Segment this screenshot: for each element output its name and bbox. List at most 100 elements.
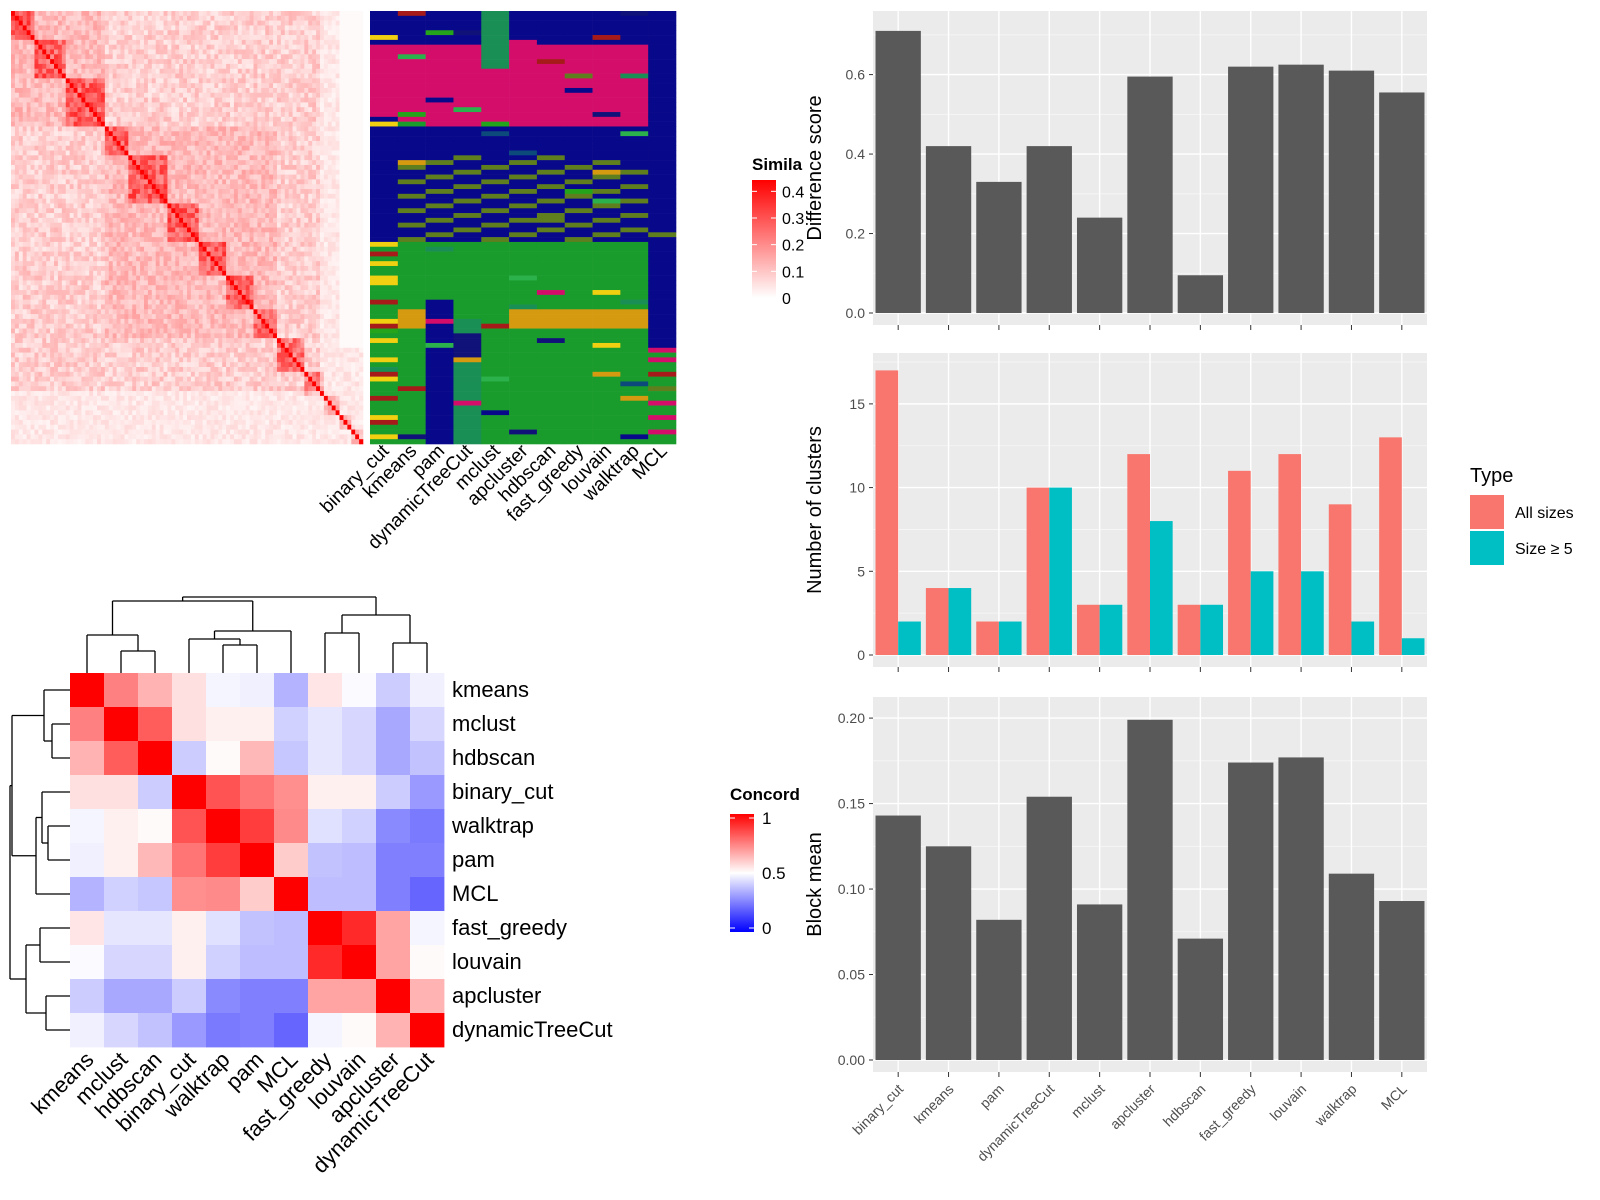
similarity-cell: [257, 54, 262, 60]
similarity-cell: [202, 164, 207, 171]
similarity-cell: [46, 63, 51, 70]
similarity-cell: [347, 78, 352, 84]
similarity-cell: [50, 155, 55, 161]
similarity-cell: [179, 251, 184, 257]
similarity-cell: [308, 107, 313, 113]
similarity-cell: [167, 203, 172, 209]
similarity-cell: [50, 44, 55, 50]
similarity-cell: [276, 20, 282, 26]
similarity-cell: [245, 265, 250, 272]
similarity-cell: [65, 184, 70, 190]
similarity-cell: [276, 140, 282, 147]
similarity-cell: [308, 20, 313, 26]
similarity-cell: [22, 227, 27, 233]
similarity-cell: [198, 251, 203, 257]
similarity-cell: [210, 87, 215, 94]
similarity-cell: [323, 102, 329, 108]
similarity-cell: [108, 78, 113, 84]
similarity-cell: [253, 54, 258, 60]
similarity-cell: [136, 116, 141, 122]
similarity-cell: [339, 15, 344, 21]
similarity-cell: [42, 160, 47, 166]
similarity-cell: [339, 87, 344, 94]
similarity-cell: [42, 232, 47, 238]
similarity-cell: [143, 251, 149, 257]
similarity-cell: [257, 73, 262, 79]
similarity-cell: [167, 54, 172, 60]
similarity-cell: [202, 92, 207, 98]
similarity-cell: [218, 35, 223, 41]
similarity-cell: [57, 169, 63, 175]
similarity-cell: [136, 126, 141, 132]
similarity-cell: [335, 39, 340, 45]
similarity-cell: [343, 256, 348, 262]
similarity-cell: [18, 237, 24, 243]
similarity-cell: [218, 193, 223, 199]
similarity-cell: [136, 160, 141, 166]
similarity-cell: [147, 121, 153, 127]
similarity-cell: [57, 246, 63, 252]
similarity-cell: [104, 232, 110, 238]
similarity-cell: [81, 83, 86, 89]
similarity-cell: [147, 131, 153, 137]
similarity-cell: [241, 15, 246, 21]
similarity-cell: [206, 232, 211, 238]
similarity-cell: [26, 97, 31, 103]
similarity-cell: [116, 140, 121, 147]
similarity-cell: [54, 49, 59, 55]
similarity-cell: [233, 189, 239, 195]
similarity-cell: [347, 184, 352, 190]
similarity-cell: [245, 49, 250, 55]
similarity-cell: [11, 270, 16, 276]
similarity-cell: [194, 83, 200, 89]
similarity-cell: [230, 30, 235, 36]
similarity-cell: [292, 222, 297, 228]
similarity-cell: [288, 87, 293, 94]
similarity-cell: [284, 189, 289, 195]
similarity-cell: [233, 169, 239, 175]
similarity-cell: [265, 140, 270, 147]
similarity-cell: [143, 30, 149, 36]
similarity-cell: [124, 241, 129, 248]
similarity-cell: [222, 145, 227, 151]
similarity-cell: [253, 11, 258, 17]
similarity-cell: [347, 222, 352, 228]
similarity-cell: [253, 63, 258, 70]
similarity-cell: [304, 87, 309, 94]
similarity-cell: [34, 189, 39, 195]
similarity-cell: [292, 68, 297, 74]
similarity-cell: [316, 203, 321, 209]
similarity-cell: [89, 237, 94, 243]
similarity-cell: [187, 251, 192, 257]
similarity-cell: [14, 164, 20, 171]
similarity-cell: [136, 131, 141, 137]
similarity-cell: [206, 20, 211, 26]
similarity-cell: [300, 179, 305, 185]
similarity-cell: [331, 241, 336, 248]
similarity-cell: [292, 145, 297, 151]
similarity-cell: [151, 155, 157, 161]
similarity-cell: [355, 92, 360, 98]
similarity-cell: [296, 54, 301, 60]
similarity-cell: [339, 11, 344, 17]
similarity-cell: [128, 136, 133, 142]
similarity-cell: [257, 265, 262, 272]
similarity-cell: [257, 189, 262, 195]
similarity-cell: [159, 160, 164, 166]
similarity-cell: [11, 136, 16, 142]
similarity-cell: [116, 68, 121, 74]
similarity-cell: [257, 256, 262, 262]
similarity-cell: [179, 107, 184, 113]
similarity-cell: [241, 30, 246, 36]
similarity-cell: [112, 261, 117, 267]
similarity-cell: [288, 116, 293, 122]
similarity-cell: [288, 83, 293, 89]
similarity-cell: [42, 174, 47, 180]
similarity-cell: [194, 15, 200, 21]
similarity-cell: [151, 241, 157, 248]
similarity-cell: [175, 20, 180, 26]
similarity-cell: [147, 179, 153, 185]
similarity-cell: [34, 232, 39, 238]
similarity-cell: [323, 203, 329, 209]
similarity-cell: [230, 136, 235, 142]
